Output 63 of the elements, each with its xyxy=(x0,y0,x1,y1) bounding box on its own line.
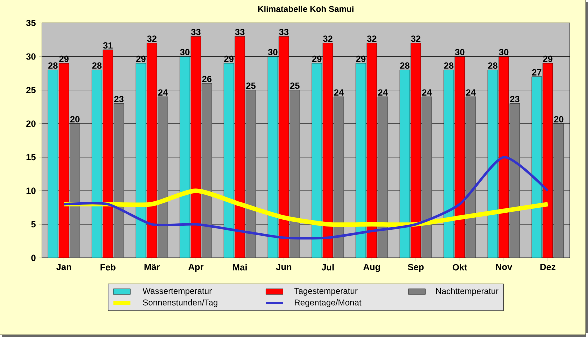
data-label: 30 xyxy=(268,49,278,56)
y-tick-label: 5 xyxy=(31,221,36,228)
data-label: 20 xyxy=(554,116,564,123)
x-tick-label: Dez xyxy=(540,264,556,270)
data-label: 33 xyxy=(279,29,289,36)
y-tick-label: 15 xyxy=(26,154,36,161)
legend-label: Wassertemperatur xyxy=(142,288,212,296)
y-tick-label: 10 xyxy=(26,188,36,194)
data-label: 31 xyxy=(103,42,113,49)
data-label: 25 xyxy=(290,82,300,90)
data-label: 29 xyxy=(136,56,146,62)
data-label: 30 xyxy=(455,49,465,56)
data-label: 32 xyxy=(147,36,157,42)
y-tick-label: 25 xyxy=(26,87,36,94)
line-series xyxy=(62,156,550,240)
data-label: 26 xyxy=(202,76,212,82)
data-label: 32 xyxy=(411,36,421,42)
x-tick-label: Feb xyxy=(100,264,116,271)
y-tick-label: 35 xyxy=(26,20,36,26)
data-label: 30 xyxy=(180,49,190,56)
legend-label: Sonnenstunden/Tag xyxy=(143,299,218,308)
legend-label: Regentage/Monat xyxy=(295,299,362,308)
legend-label: Tagestemperatur xyxy=(294,288,358,296)
data-label: 29 xyxy=(356,56,366,62)
data-label: 28 xyxy=(48,62,58,69)
data-label: 33 xyxy=(191,29,201,36)
data-label: 24 xyxy=(378,90,388,96)
x-tick-label: Okt xyxy=(452,264,468,271)
data-label: 29 xyxy=(312,56,322,62)
data-label: 28 xyxy=(488,62,498,69)
chart-title: Klimatabelle Koh Samui xyxy=(258,6,354,12)
data-label: 23 xyxy=(510,96,520,102)
data-label: 24 xyxy=(158,90,168,96)
data-label: 27 xyxy=(532,69,542,76)
data-label: 30 xyxy=(499,49,509,56)
x-tick-label: Sep xyxy=(408,264,424,272)
data-label: 28 xyxy=(444,62,454,69)
x-tick-label: Jan xyxy=(56,264,72,270)
y-tick-label: 30 xyxy=(26,54,36,60)
data-label: 28 xyxy=(92,62,102,69)
data-label: 24 xyxy=(334,90,344,96)
y-tick-label: 20 xyxy=(26,120,36,128)
legend-label: Nachttemperatur xyxy=(436,288,499,296)
x-tick-label: Mai xyxy=(233,264,247,271)
data-label: 29 xyxy=(543,56,553,62)
x-tick-label: Aug xyxy=(364,264,380,272)
data-label: 32 xyxy=(367,36,377,42)
data-label: 23 xyxy=(114,96,124,102)
data-label: 25 xyxy=(246,82,256,90)
x-tick-label: Jul xyxy=(322,264,334,271)
data-label: 29 xyxy=(60,56,69,62)
y-tick-label: 0 xyxy=(32,254,36,262)
data-label: 20 xyxy=(70,116,80,123)
data-label: 24 xyxy=(422,90,432,96)
x-tick-label: Nov xyxy=(496,264,512,270)
x-tick-label: Jun xyxy=(276,264,292,270)
data-label: 29 xyxy=(224,56,234,62)
x-tick-label: Mär xyxy=(144,264,160,270)
data-label: 32 xyxy=(323,36,333,42)
data-label: 33 xyxy=(235,29,245,36)
x-tick-label: Apr xyxy=(188,264,204,272)
data-label: 24 xyxy=(466,90,476,96)
data-label: 28 xyxy=(400,62,410,69)
